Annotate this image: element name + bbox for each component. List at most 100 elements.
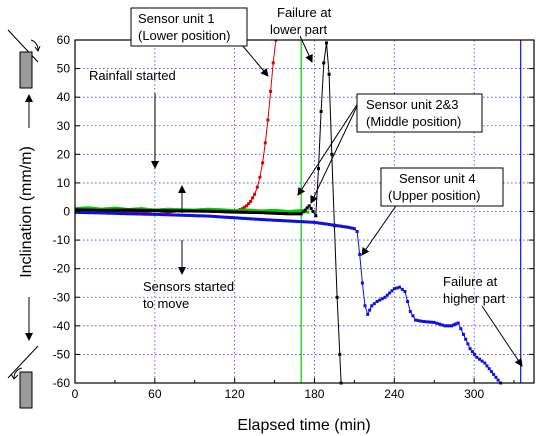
series-point-4 bbox=[175, 213, 179, 217]
series-point-4 bbox=[83, 211, 87, 215]
series-point-3 bbox=[233, 210, 237, 214]
series-point-4 bbox=[213, 215, 217, 218]
y-tick-label: -60 bbox=[53, 376, 71, 390]
series-point-3 bbox=[307, 204, 311, 208]
series-point-4 bbox=[276, 218, 280, 222]
series-point-3 bbox=[309, 207, 313, 211]
series-point-2 bbox=[270, 209, 274, 212]
x-tick-label: 240 bbox=[384, 387, 404, 401]
series-point-4 bbox=[254, 217, 258, 221]
series-point-4 bbox=[117, 212, 120, 215]
series-point-1 bbox=[245, 204, 249, 208]
series-point-4 bbox=[293, 219, 297, 223]
series-point-2 bbox=[255, 209, 259, 213]
series-point-4 bbox=[233, 216, 237, 220]
series-point-2 bbox=[222, 208, 226, 212]
series-point-4 bbox=[97, 211, 101, 215]
y-tick-label: 30 bbox=[57, 119, 71, 133]
series-point-1 bbox=[271, 61, 275, 65]
series-point-4 bbox=[489, 370, 493, 374]
series-point-1 bbox=[247, 202, 251, 206]
series-point-3 bbox=[271, 211, 275, 215]
series-point-4 bbox=[267, 218, 270, 222]
series-point-4 bbox=[487, 367, 491, 371]
series-point-2 bbox=[224, 208, 228, 212]
series-point-2 bbox=[295, 209, 299, 213]
failure-lower-label: Failure at lower part bbox=[270, 5, 335, 37]
series-point-4 bbox=[167, 213, 171, 217]
rainfall-label: Rainfall started bbox=[89, 68, 176, 83]
series-point-2 bbox=[277, 209, 281, 213]
series-point-4 bbox=[492, 372, 496, 376]
series-point-3 bbox=[301, 210, 305, 214]
series-point-4 bbox=[284, 219, 287, 223]
series-point-1 bbox=[249, 200, 253, 203]
series-point-3 bbox=[146, 209, 150, 212]
series-point-3 bbox=[230, 210, 234, 214]
series-point-4 bbox=[327, 223, 331, 226]
series-point-4 bbox=[366, 312, 370, 316]
series-point-4 bbox=[150, 212, 154, 216]
series-point-3 bbox=[311, 210, 315, 213]
series-point-4 bbox=[414, 318, 418, 322]
series-point-1 bbox=[243, 205, 247, 209]
series-point-3 bbox=[199, 209, 203, 213]
series-point-3 bbox=[83, 208, 87, 212]
series-point-4 bbox=[475, 355, 479, 359]
series-point-4 bbox=[335, 224, 339, 228]
series-point-1 bbox=[253, 192, 257, 196]
series-point-2 bbox=[140, 207, 143, 211]
series-point-2 bbox=[275, 209, 279, 212]
series-point-4 bbox=[380, 297, 384, 301]
series-point-4 bbox=[206, 214, 210, 218]
series-point-4 bbox=[305, 220, 309, 224]
series-point-4 bbox=[199, 214, 203, 218]
series-point-3 bbox=[242, 210, 246, 214]
x-tick-label: 60 bbox=[148, 387, 162, 401]
series-point-1 bbox=[241, 207, 245, 211]
series-point-4 bbox=[385, 293, 389, 297]
series-point-3 bbox=[75, 208, 79, 212]
series-point-4 bbox=[400, 287, 404, 291]
series-point-3 bbox=[187, 209, 191, 213]
series-point-4 bbox=[313, 220, 316, 224]
series-point-3 bbox=[134, 208, 137, 212]
series-point-4 bbox=[352, 227, 356, 231]
series-point-3 bbox=[124, 208, 128, 212]
series-point-4 bbox=[378, 298, 382, 302]
series-point-4 bbox=[112, 211, 116, 215]
series-point-4 bbox=[179, 213, 183, 217]
series-point-2 bbox=[262, 209, 265, 213]
series-point-4 bbox=[245, 217, 249, 221]
series-point-2 bbox=[244, 208, 248, 212]
series-point-4 bbox=[450, 324, 453, 328]
y-tick-label: -10 bbox=[53, 233, 71, 247]
series-point-4 bbox=[216, 215, 220, 219]
series-point-4 bbox=[95, 211, 99, 215]
series-point-1 bbox=[266, 118, 270, 122]
series-point-4 bbox=[473, 352, 477, 356]
series-point-3 bbox=[141, 208, 145, 212]
series-point-2 bbox=[219, 208, 223, 212]
series-point-4 bbox=[447, 324, 451, 328]
series-point-3 bbox=[129, 208, 133, 212]
series-point-4 bbox=[121, 212, 125, 216]
series-point-4 bbox=[456, 321, 460, 325]
failure-higher-pointer bbox=[481, 305, 523, 367]
series-point-4 bbox=[85, 211, 89, 215]
y-tick-label: -40 bbox=[53, 319, 71, 333]
series-point-4 bbox=[240, 216, 244, 220]
y-tick-label: 0 bbox=[63, 205, 70, 219]
series-point-4 bbox=[344, 225, 347, 229]
series-point-4 bbox=[445, 324, 449, 328]
series-point-3 bbox=[235, 210, 239, 214]
series-point-4 bbox=[182, 213, 186, 217]
y-tick-label: 60 bbox=[57, 33, 71, 47]
series-point-4 bbox=[296, 220, 299, 223]
series-point-3 bbox=[247, 210, 251, 214]
series-point-2 bbox=[166, 207, 170, 211]
series-point-3 bbox=[276, 211, 280, 215]
series-point-2 bbox=[109, 207, 112, 210]
series-point-4 bbox=[281, 219, 285, 223]
x-tick-label: 120 bbox=[225, 387, 245, 401]
